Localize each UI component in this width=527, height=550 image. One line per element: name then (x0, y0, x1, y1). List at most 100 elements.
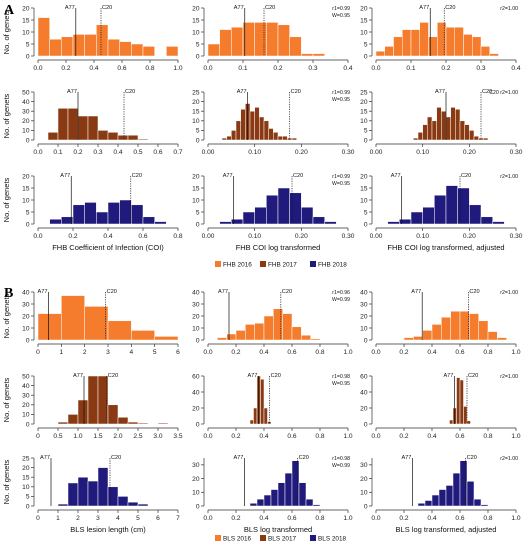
histogram-bar (249, 503, 258, 507)
histogram-bar (254, 206, 267, 225)
y-tick-label: 10 (192, 325, 200, 332)
histogram-bar (67, 482, 79, 507)
y-tick-label: 0 (196, 221, 200, 228)
x-tick-label: 0.0 (371, 433, 380, 440)
histogram-bar (221, 137, 227, 141)
marker-label: A77 (247, 373, 257, 379)
y-tick-label: 30 (360, 301, 368, 308)
panel-letter-a: A (4, 3, 15, 18)
y-tick-label: 0 (364, 337, 368, 344)
histogram-bar (449, 419, 454, 425)
x-tick-label: 0.2 (73, 149, 82, 156)
x-tick-label: 0.8 (315, 349, 324, 356)
histogram-bar (312, 216, 325, 225)
y-tick-label: 40 (192, 389, 200, 396)
histogram-bar (273, 132, 279, 141)
histogram-bar (154, 221, 167, 225)
y-tick-label: 0 (364, 221, 368, 228)
histogram-bar (84, 306, 109, 341)
legend-swatch (260, 535, 266, 541)
x-tick-label: 3.5 (173, 433, 182, 440)
histogram-bar (117, 134, 129, 141)
histogram-bar (266, 194, 279, 225)
histogram-bar (480, 504, 489, 507)
stat-label: r1=0.99 (332, 174, 350, 180)
stat-label: r2=1.00 (500, 6, 518, 12)
histogram-bar (61, 295, 85, 341)
marker-label: A77 (73, 373, 83, 379)
histogram-bar (49, 38, 62, 57)
y-tick-label: 20 (192, 313, 200, 320)
histogram-bar (282, 135, 288, 141)
histogram-bar (436, 107, 442, 141)
x-tick-label: 1.0 (511, 433, 520, 440)
x-tick-label: 0.4 (259, 433, 268, 440)
marker-label: A77 (435, 89, 445, 95)
stat-label: W=0.95 (332, 97, 350, 103)
stat-label: W=0.99 (332, 297, 350, 303)
x-tick-label: 0.2 (441, 65, 450, 72)
y-axis-label: No. of genets (2, 459, 11, 504)
histogram-bar (84, 34, 97, 57)
marker-label: C20 (132, 173, 142, 179)
histogram-bar (231, 26, 244, 57)
histogram-bar (422, 330, 433, 341)
y-tick-label: 20 (192, 476, 200, 483)
histogram-bar (57, 503, 69, 507)
x-tick-label: 2.5 (133, 433, 142, 440)
y-tick-label: 50 (22, 89, 30, 96)
histogram-bar (219, 221, 232, 225)
x-tick-label: 0.2 (273, 65, 282, 72)
y-tick-label: 15 (22, 185, 30, 192)
y-tick-label: 0 (196, 53, 200, 60)
marker-label: A77 (40, 455, 50, 461)
x-tick-label: 0 (36, 349, 40, 356)
y-tick-label: 25 (360, 89, 368, 96)
x-tick-label: 0.2 (231, 515, 240, 522)
y-tick-label: 5 (196, 41, 200, 48)
y-tick-label: 60 (192, 373, 200, 380)
y-tick-label: 60 (360, 373, 368, 380)
histogram-bar (487, 331, 498, 341)
y-tick-label: 30 (22, 393, 30, 400)
histogram-bar (428, 36, 438, 57)
x-tick-label: 0.20 (463, 149, 476, 156)
marker-label: C20 (469, 289, 479, 295)
histogram-bar (410, 211, 423, 225)
histogram-bar (260, 378, 265, 425)
x-tick-label: 0.6 (138, 233, 147, 240)
marker-label: C20 (461, 173, 471, 179)
y-tick-label: 15 (360, 109, 368, 116)
y-tick-label: 0 (364, 53, 368, 60)
legend-swatch (215, 261, 221, 267)
x-tick-label: 0.4 (259, 515, 268, 522)
x-tick-label: 1.0 (511, 349, 520, 356)
histogram-bar (452, 472, 461, 507)
marker-label: A77 (237, 89, 247, 95)
y-tick-label: 10 (192, 490, 200, 497)
x-tick-label: 1.0 (73, 433, 82, 440)
x-tick-label: 0.30 (342, 149, 355, 156)
stat-label: r2=1.00 (500, 374, 518, 380)
x-axis-label: BLS lesion length (cm) (70, 525, 146, 534)
x-tick-label: 4 (116, 515, 120, 522)
chart-18: 0 10 20 30 0.0 0.2 0.4 0.6 0.8 1.0 A77 C20 r2=1.00 BL… (360, 455, 521, 534)
x-tick-label: 0.2 (61, 65, 70, 72)
legend-bls: BLS 2016 BLS 2017 BLS 2018 (215, 535, 347, 543)
histogram-bar (417, 503, 426, 507)
y-tick-label: 20 (22, 173, 30, 180)
histogram-bar (263, 315, 274, 341)
histogram-bar (277, 135, 283, 141)
histogram-bar (127, 501, 139, 507)
legend-label: BLS 2018 (318, 536, 347, 543)
x-tick-label: 0.2 (399, 349, 408, 356)
legend-label: BLS 2017 (268, 536, 297, 543)
histogram-bar (235, 120, 241, 141)
marker-label: C20 (271, 373, 281, 379)
x-tick-label: 6 (176, 349, 180, 356)
legend-swatch (310, 535, 316, 541)
y-tick-label: 5 (26, 494, 30, 501)
marker-label: A77 (391, 173, 401, 179)
x-tick-label: 0.6 (287, 515, 296, 522)
